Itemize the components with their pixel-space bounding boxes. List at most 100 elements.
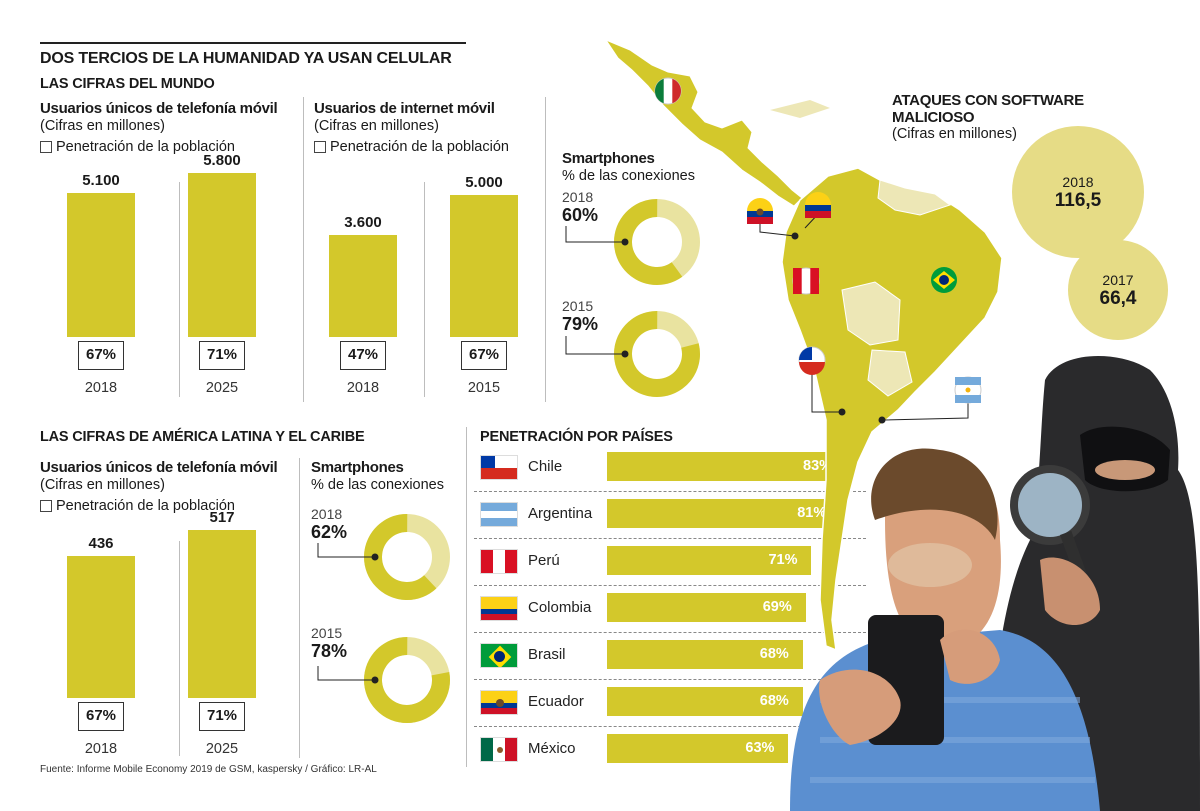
malware-bubble-value: 116,5 [1054,190,1102,211]
latam-smart-donuts [317,514,450,723]
donut-connector [317,666,375,681]
year-label: 2018 [346,380,380,396]
row-separator [474,491,866,492]
world-smart-value-1: 60% [562,205,599,225]
bar-2025 [188,172,256,337]
world-mobile-divider [179,182,180,397]
latam-mobile-chart: 436 67% 2018 517 71% 2025 [40,509,280,770]
penetration-value: 83% [803,458,833,474]
year-label: 2018 [84,380,118,396]
map-flag-argentina [954,376,982,404]
latam-mobile-subtitle: (Cifras en millones) [40,477,165,493]
source-note: Fuente: Informe Mobile Economy 2019 de G… [40,764,377,775]
map-flag-chile [798,346,826,375]
penetration-box: 47% [340,341,386,370]
flag-chile-icon [480,455,518,480]
donut-slice [614,311,700,397]
penetration-value: 71% [768,552,798,568]
donut-connector [317,543,375,558]
penetration-bar: 71% [607,546,812,575]
page-title: DOS TERCIOS DE LA HUMANIDAD YA USAN CELU… [40,50,452,67]
world-internet-subtitle: (Cifras en millones) [314,118,439,134]
country-label: Brasil [528,646,566,663]
map-light-region-1 [877,179,952,216]
bar-2015 [450,195,518,337]
row-separator [474,585,866,586]
map-flag-colombia [805,192,831,218]
bar-value-label: 517 [209,508,235,526]
penetration-box: 67% [78,341,124,370]
bar-value-label: 436 [88,535,114,553]
map-light-region-3 [867,349,913,397]
year-label: 2025 [205,380,239,396]
latam-smart-year-2: 2015 [311,625,343,641]
section-divider-3 [299,458,300,758]
penetration-bar: 63% [607,734,789,763]
latam-smart-year-1: 2018 [311,506,343,522]
flag-per-icon [480,549,518,574]
latam-mobile-legend: Penetración de la población [40,498,235,514]
donut-2015 [317,637,450,723]
penetration-bar: 81% [607,499,841,528]
flag-colombia-icon [480,596,518,621]
flag-brasil-icon [480,643,518,668]
penetration-value: 63% [745,740,775,756]
penetration-bar: 69% [607,593,806,622]
latam-smart-value-1: 62% [311,522,348,542]
bar-2025 [188,529,256,698]
world-internet-chart: 3.600 47% 2018 5.000 67% 2015 [300,170,540,410]
row-separator [474,632,866,633]
latam-mobile-title: Usuarios únicos de telefonía móvil [40,459,278,476]
map-light-region-2 [841,281,901,346]
bar-value-label: 3.600 [344,214,382,231]
malware-bubble-2017: 2017 66,4 [1068,240,1168,340]
world-mobile-chart: 5.100 67% 2018 5.800 71% 2025 [40,152,280,410]
country-label: Chile [528,458,563,475]
latam-smart-value-2: 78% [311,641,348,661]
legend-box-icon [40,500,52,512]
latam-mobile-divider [179,541,180,756]
malware-subtitle: (Cifras en millones) [892,126,1017,142]
malware-bubble-year: 2018 [1062,174,1094,190]
penetration-heading: PENETRACIÓN POR PAÍSES [480,429,673,445]
map-mexico [604,38,803,207]
malware-bubble-value: 66,4 [1099,287,1137,309]
legend-box-icon [314,141,326,153]
penetration-value: 81% [797,505,827,521]
donut-slice [614,199,700,285]
country-label: Perú [528,552,560,569]
penetration-chart: Chile 83% Argentina 81% Perú 71% Colombia 69% Br… [470,446,870,776]
world-internet-divider [424,182,425,397]
legend-box-icon [40,141,52,153]
penetration-value: 68% [759,693,789,709]
flag-mxico-icon [480,737,518,762]
world-mobile-legend: Penetración de la población [40,139,235,155]
bar-2018 [329,235,397,337]
donut-2018 [565,199,700,285]
world-internet-title: Usuarios de internet móvil [314,100,495,117]
world-smart-value-2: 79% [562,314,599,334]
malware-title-1: ATAQUES CON SOFTWARE [892,92,1084,109]
bar-value-label: 5.100 [82,171,120,189]
year-label: 2025 [205,741,239,757]
row-separator [474,538,866,539]
year-label: 2015 [467,380,501,396]
malware-title-2: MALICIOSO [892,109,975,126]
legend-label: Penetración de la población [56,498,235,514]
donut-connector [565,336,625,355]
country-label: Ecuador [528,693,584,710]
penetration-bar: 68% [607,640,803,669]
photo-illustration [790,356,1200,811]
world-mobile-title: Usuarios únicos de telefonía móvil [40,100,278,117]
title-rule [40,42,466,44]
penetration-box: 67% [78,702,124,731]
map-flag-brazil [931,267,957,293]
penetration-box: 71% [199,702,245,731]
country-label: México [528,740,576,757]
year-label: 2018 [84,741,118,757]
map-caribbean [770,100,830,118]
map-flag-mexico [654,77,682,105]
world-smart-year-2: 2015 [562,298,594,314]
row-separator [474,679,866,680]
malware-bubble-year: 2017 [1102,271,1134,288]
